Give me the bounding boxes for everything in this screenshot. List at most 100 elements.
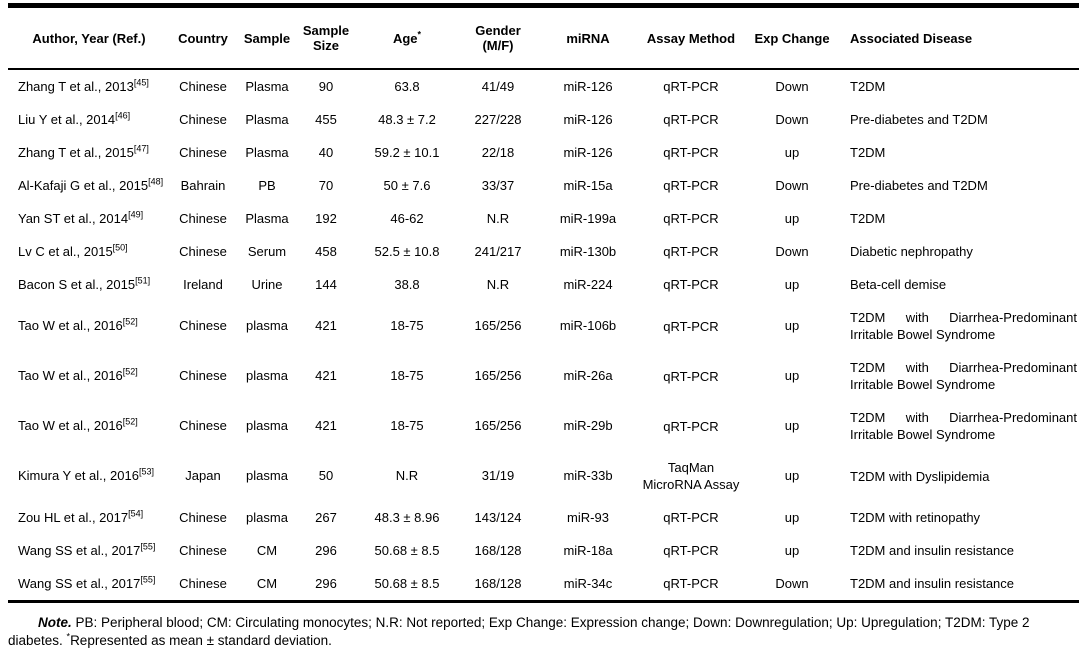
table-row: Yan ST et al., 2014[49] Chinese Plasma 192 4… (8, 202, 1079, 235)
cell-sample_size: 144 (315, 276, 337, 292)
note-label: Note. (38, 615, 72, 630)
cell-disease: T2DM with Dyslipidemia (850, 468, 990, 484)
cell-sample: Plasma (245, 111, 289, 127)
ref-superscript: [52] (122, 416, 138, 427)
cell-age: 50 ± 7.6 (383, 177, 431, 193)
table-row: Wang SS et al., 2017[55] Chinese CM 296 50.6… (8, 567, 1079, 602)
table-row: Wang SS et al., 2017[55] Chinese CM 296 50.6… (8, 534, 1079, 567)
cell-country: Bahrain (180, 177, 226, 193)
cell-age: 63.8 (394, 78, 420, 94)
cell-mirna: miR-126 (563, 111, 613, 127)
column-header-sample_size: Sample Size (298, 5, 354, 70)
cell-assay: qRT-PCR (663, 244, 719, 259)
cell-sample_size: 455 (315, 111, 337, 127)
cell-gender: 165/256 (474, 418, 522, 433)
cell-country: Chinese (179, 111, 227, 127)
cell-disease: T2DM with Diarrhea-Predominant Irritable… (850, 310, 1077, 342)
cell-gender: N.R (486, 210, 510, 226)
cell-sample: Serum (247, 243, 287, 259)
cell-disease: T2DM with Diarrhea-Predominant Irritable… (850, 410, 1077, 442)
cell-gender: N.R (486, 276, 510, 292)
cell-assay: qRT-PCR (663, 510, 719, 525)
cell-country: Chinese (179, 542, 227, 558)
cell-exp_change: up (784, 418, 800, 433)
cell-age: 18-75 (390, 318, 424, 333)
table-row: Kimura Y et al., 2016[53] Japan plasma 50 N.… (8, 451, 1079, 501)
cell-mirna: miR-199a (559, 210, 617, 226)
cell-assay: qRT-PCR (663, 368, 719, 384)
cell-author: Liu Y et al., 2014[46] (18, 110, 131, 127)
cell-gender: 22/18 (481, 144, 515, 160)
cell-age: 18-75 (390, 368, 424, 383)
cell-sample_size: 296 (315, 575, 337, 591)
cell-sample: PB (258, 177, 276, 193)
cell-exp_change: Down (775, 177, 809, 193)
ref-superscript: [53] (138, 466, 154, 477)
cell-author: Wang SS et al., 2017[55] (18, 541, 156, 558)
cell-author: Zou HL et al., 2017[54] (18, 508, 144, 525)
ref-superscript: [49] (128, 209, 144, 220)
cell-assay: qRT-PCR (663, 178, 719, 193)
cell-mirna: miR-18a (563, 542, 613, 558)
cell-disease: Diabetic nephropathy (850, 244, 973, 259)
cell-disease: T2DM with Diarrhea-Predominant Irritable… (850, 360, 1077, 392)
cell-sample: Plasma (245, 210, 289, 226)
cell-assay: qRT-PCR (663, 318, 719, 334)
cell-country: Chinese (179, 418, 227, 433)
cell-country: Japan (185, 468, 221, 483)
cell-assay: TaqMan MicroRNA Assay (642, 460, 740, 492)
cell-age: N.R (395, 468, 419, 483)
cell-exp_change: up (784, 509, 800, 525)
cell-exp_change: Down (775, 243, 809, 259)
cell-exp_change: Down (775, 78, 809, 94)
cell-gender: 31/19 (481, 468, 515, 483)
cell-sample: plasma (246, 418, 288, 433)
cell-sample: plasma (246, 318, 288, 333)
cell-author: Kimura Y et al., 2016[53] (18, 466, 154, 483)
cell-age: 50.68 ± 8.5 (374, 542, 440, 558)
cell-author: Tao W et al., 2016[52] (18, 366, 138, 383)
cell-author: Tao W et al., 2016[52] (18, 416, 138, 433)
cell-exp_change: up (784, 276, 800, 292)
cell-gender: 168/128 (474, 575, 522, 591)
cell-mirna: miR-130b (559, 243, 617, 259)
cell-age: 59.2 ± 10.1 (374, 144, 440, 160)
cell-sample_size: 50 (318, 468, 334, 483)
column-header-disease: Associated Disease (842, 5, 1079, 70)
column-header-exp_change: Exp Change (742, 5, 842, 70)
cell-gender: 143/124 (474, 509, 522, 525)
cell-mirna: miR-126 (563, 78, 613, 94)
cell-disease: T2DM and insulin resistance (850, 576, 1015, 591)
column-header-gender: Gender (M/F) (460, 5, 536, 70)
cell-sample: plasma (246, 468, 288, 483)
ref-superscript: [54] (128, 508, 144, 519)
cell-disease: T2DM (850, 211, 886, 226)
ref-superscript: [45] (133, 77, 149, 88)
table-note: Note. PB: Peripheral blood; CM: Circulat… (8, 614, 1079, 650)
cell-country: Chinese (179, 144, 227, 160)
table-row: Tao W et al., 2016[52] Chinese plasma 421 18… (8, 401, 1079, 451)
cell-sample_size: 421 (315, 318, 337, 333)
cell-mirna: miR-15a (563, 177, 613, 193)
cell-assay: qRT-PCR (663, 277, 719, 292)
cell-age: 38.8 (394, 276, 420, 292)
cell-country: Chinese (179, 243, 227, 259)
table-row: Tao W et al., 2016[52] Chinese plasma 421 18… (8, 351, 1079, 401)
cell-exp_change: up (784, 368, 800, 383)
cell-exp_change: up (784, 468, 800, 483)
cell-sample: plasma (246, 368, 288, 383)
cell-age: 52.5 ± 10.8 (374, 243, 440, 259)
cell-exp_change: up (784, 144, 800, 160)
cell-age: 48.3 ± 7.2 (378, 111, 436, 127)
cell-exp_change: up (784, 542, 800, 558)
cell-sample: CM (256, 542, 278, 558)
cell-sample: Plasma (245, 78, 289, 94)
cell-disease: Pre-diabetes and T2DM (850, 112, 988, 127)
cell-exp_change: up (784, 210, 800, 226)
ref-superscript: [48] (148, 176, 164, 187)
table-row: Lv C et al., 2015[50] Chinese Serum 458 52.5… (8, 235, 1079, 268)
column-header-mirna: miRNA (536, 5, 640, 70)
cell-gender: 165/256 (474, 318, 522, 333)
cell-mirna: miR-33b (563, 468, 613, 483)
